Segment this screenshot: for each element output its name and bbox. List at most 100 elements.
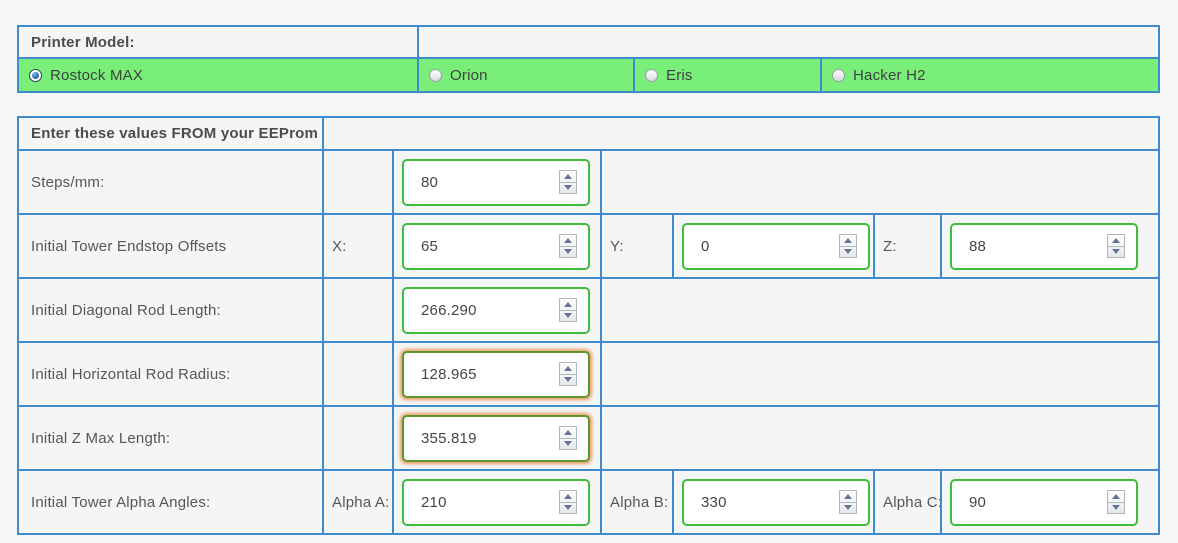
number-input-alpha-c[interactable]: 90: [950, 478, 1138, 526]
number-input-value: 330: [701, 493, 727, 511]
number-input-value: 266.290: [421, 301, 477, 319]
row-spacer-cell: [599, 405, 1161, 471]
number-input-endstop-y[interactable]: 0: [682, 222, 870, 270]
number-input-diagonal-rod-length[interactable]: 266.290: [402, 286, 590, 334]
spin-up-icon[interactable]: [1108, 491, 1124, 503]
spin-down-icon[interactable]: [840, 503, 856, 514]
empty-cell: [322, 405, 394, 471]
number-input-endstop-x[interactable]: 65: [402, 222, 590, 270]
number-input-endstop-z[interactable]: 88: [950, 222, 1138, 270]
spin-down-icon[interactable]: [560, 439, 576, 450]
spin-down-icon[interactable]: [560, 375, 576, 386]
printer-option-rostock-max[interactable]: Rostock MAX: [17, 57, 419, 93]
printer-option-label: Eris: [666, 66, 693, 84]
number-input-value: 80: [421, 173, 439, 191]
spin-up-icon[interactable]: [840, 491, 856, 503]
number-input-value: 210: [421, 493, 447, 511]
spin-down-icon[interactable]: [1108, 247, 1124, 258]
spin-down-icon[interactable]: [560, 311, 576, 322]
input-cell: 65: [392, 213, 602, 279]
number-input-steps-per-mm[interactable]: 80: [402, 158, 590, 206]
eeprom-header-spacer: [321, 116, 1161, 151]
spin-down-icon[interactable]: [840, 247, 856, 258]
spinner-buttons[interactable]: [559, 362, 577, 386]
spinner-buttons[interactable]: [1107, 490, 1125, 514]
row-label: Steps/mm:: [17, 149, 324, 215]
input-cell: 90: [939, 469, 1161, 535]
printer-model-table: Printer Model: Rostock MAX Orion Eris Hacke…: [17, 25, 1161, 93]
printer-option-label: Hacker H2: [853, 66, 926, 84]
spin-up-icon[interactable]: [560, 235, 576, 247]
input-cell: 0: [672, 213, 875, 279]
spinner-buttons[interactable]: [559, 490, 577, 514]
field-sub-label: Z:: [873, 213, 942, 279]
spin-down-icon[interactable]: [560, 247, 576, 258]
field-sub-label: X:: [322, 213, 394, 279]
printer-model-options-row: Rostock MAX Orion Eris Hacker H2: [17, 57, 1161, 93]
number-input-value: 128.965: [421, 365, 477, 383]
spin-down-icon[interactable]: [560, 183, 576, 194]
radio-button-icon[interactable]: [645, 69, 658, 83]
number-input-horizontal-rod-radius[interactable]: 128.965: [402, 350, 590, 398]
spinner-buttons[interactable]: [559, 426, 577, 450]
radio-button-icon[interactable]: [429, 69, 442, 83]
row-label: Initial Horizontal Rod Radius:: [17, 341, 324, 407]
eeprom-row: Initial Tower Alpha Angles: Alpha A: 210 Al…: [17, 469, 1161, 535]
spin-up-icon[interactable]: [840, 235, 856, 247]
radio-button-icon[interactable]: [832, 69, 845, 83]
empty-cell: [322, 277, 394, 343]
spin-up-icon[interactable]: [560, 491, 576, 503]
spin-up-icon[interactable]: [560, 171, 576, 183]
row-spacer-cell: [599, 341, 1161, 407]
field-sub-label: Y:: [600, 213, 674, 279]
field-sub-label: Alpha A:: [322, 469, 394, 535]
spin-up-icon[interactable]: [560, 427, 576, 439]
eeprom-row: Initial Z Max Length: 355.819: [17, 405, 1161, 471]
field-sub-label: Alpha C:: [873, 469, 942, 535]
spinner-buttons[interactable]: [559, 298, 577, 322]
row-spacer-cell: [599, 149, 1161, 215]
spinner-buttons[interactable]: [839, 234, 857, 258]
spin-down-icon[interactable]: [1108, 503, 1124, 514]
row-label: Initial Diagonal Rod Length:: [17, 277, 324, 343]
row-label: Initial Tower Endstop Offsets: [17, 213, 324, 279]
number-input-z-max-length[interactable]: 355.819: [402, 414, 590, 462]
number-input-value: 0: [701, 237, 710, 255]
number-input-value: 88: [969, 237, 987, 255]
printer-option-hacker-h2[interactable]: Hacker H2: [819, 57, 1161, 93]
spin-up-icon[interactable]: [560, 363, 576, 375]
eeprom-header-row: Enter these values FROM your EEProm: [17, 116, 1161, 151]
number-input-alpha-a[interactable]: 210: [402, 478, 590, 526]
printer-option-orion[interactable]: Orion: [417, 57, 635, 93]
printer-option-label: Orion: [450, 66, 488, 84]
empty-cell: [322, 149, 394, 215]
printer-option-eris[interactable]: Eris: [633, 57, 822, 93]
spin-down-icon[interactable]: [560, 503, 576, 514]
eeprom-row: Initial Horizontal Rod Radius: 128.965: [17, 341, 1161, 407]
spin-up-icon[interactable]: [1108, 235, 1124, 247]
spinner-buttons[interactable]: [559, 234, 577, 258]
eeprom-row: Initial Diagonal Rod Length: 266.290: [17, 277, 1161, 343]
spinner-buttons[interactable]: [559, 170, 577, 194]
number-input-alpha-b[interactable]: 330: [682, 478, 870, 526]
input-cell: 266.290: [392, 277, 602, 343]
row-label: Initial Z Max Length:: [17, 405, 324, 471]
eeprom-header: Enter these values FROM your EEProm: [17, 116, 324, 151]
eeprom-values-table: Enter these values FROM your EEProm Step…: [17, 116, 1161, 535]
spinner-buttons[interactable]: [1107, 234, 1125, 258]
printer-option-label: Rostock MAX: [50, 66, 144, 84]
printer-model-header-spacer: [416, 25, 1161, 59]
radio-button-icon[interactable]: [29, 69, 42, 83]
input-cell: 330: [672, 469, 875, 535]
printer-model-header: Printer Model:: [17, 25, 419, 59]
printer-model-header-row: Printer Model:: [17, 25, 1161, 59]
input-cell: 80: [392, 149, 602, 215]
input-cell: 210: [392, 469, 602, 535]
field-sub-label: Alpha B:: [600, 469, 674, 535]
spin-up-icon[interactable]: [560, 299, 576, 311]
row-spacer-cell: [599, 277, 1161, 343]
spinner-buttons[interactable]: [839, 490, 857, 514]
number-input-value: 65: [421, 237, 439, 255]
eeprom-row: Steps/mm: 80: [17, 149, 1161, 215]
